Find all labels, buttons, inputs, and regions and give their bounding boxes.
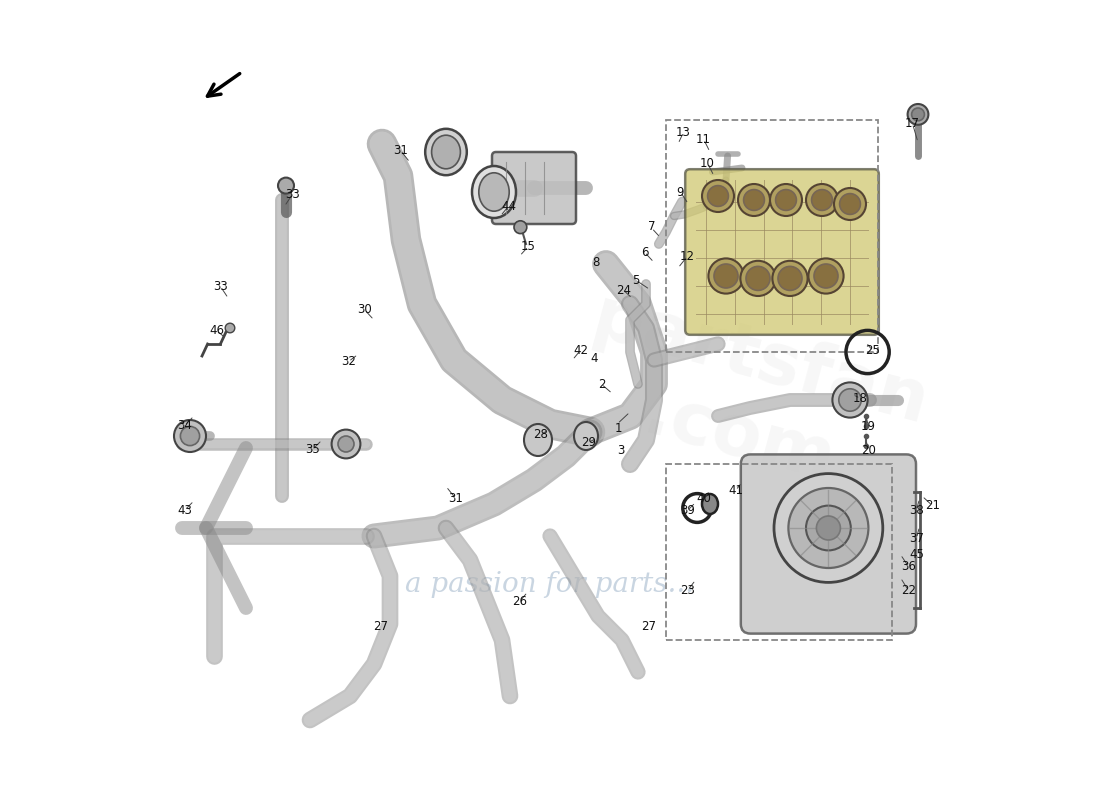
Text: 43: 43 xyxy=(177,504,191,517)
Text: 19: 19 xyxy=(861,420,876,433)
Circle shape xyxy=(908,104,928,125)
Text: 4: 4 xyxy=(591,352,597,365)
Circle shape xyxy=(180,426,199,446)
Circle shape xyxy=(770,184,802,216)
Circle shape xyxy=(514,221,527,234)
Text: 42: 42 xyxy=(573,344,587,357)
Circle shape xyxy=(816,516,840,540)
Circle shape xyxy=(833,382,868,418)
Circle shape xyxy=(707,186,728,206)
Text: 3: 3 xyxy=(617,444,624,457)
Text: 24: 24 xyxy=(616,284,631,297)
Circle shape xyxy=(744,190,764,210)
Ellipse shape xyxy=(478,173,509,211)
Circle shape xyxy=(226,323,234,333)
FancyBboxPatch shape xyxy=(492,152,576,224)
Circle shape xyxy=(331,430,361,458)
Circle shape xyxy=(338,436,354,452)
Text: 29: 29 xyxy=(581,436,596,449)
Text: 45: 45 xyxy=(909,548,924,561)
Circle shape xyxy=(806,506,850,550)
Text: 7: 7 xyxy=(648,220,656,233)
Text: 44: 44 xyxy=(500,200,516,213)
Circle shape xyxy=(714,264,738,288)
Text: 5: 5 xyxy=(631,274,639,286)
Text: 32: 32 xyxy=(341,355,355,368)
Text: 27: 27 xyxy=(641,620,656,633)
Text: 37: 37 xyxy=(909,532,924,545)
Circle shape xyxy=(806,184,838,216)
Circle shape xyxy=(812,190,833,210)
FancyBboxPatch shape xyxy=(740,454,916,634)
Text: 33: 33 xyxy=(285,188,300,201)
Text: 36: 36 xyxy=(901,560,916,573)
Text: 41: 41 xyxy=(728,484,744,497)
Text: 1: 1 xyxy=(614,422,622,434)
Text: 13: 13 xyxy=(676,126,691,138)
Text: 21: 21 xyxy=(925,499,939,512)
Ellipse shape xyxy=(426,129,466,175)
Circle shape xyxy=(776,190,796,210)
Text: 31: 31 xyxy=(393,144,408,157)
Text: 27: 27 xyxy=(373,620,388,633)
Text: 23: 23 xyxy=(680,584,695,597)
Circle shape xyxy=(708,258,744,294)
Circle shape xyxy=(774,474,883,582)
Ellipse shape xyxy=(702,494,718,514)
Text: 35: 35 xyxy=(305,443,320,456)
Text: 9: 9 xyxy=(676,186,684,198)
Circle shape xyxy=(278,178,294,194)
Text: 28: 28 xyxy=(534,428,548,441)
Ellipse shape xyxy=(574,422,598,450)
Text: 15: 15 xyxy=(521,240,536,253)
Text: 25: 25 xyxy=(865,344,880,357)
Bar xyxy=(666,464,892,640)
Circle shape xyxy=(738,184,770,216)
Text: 38: 38 xyxy=(909,504,924,517)
Circle shape xyxy=(808,258,844,294)
Text: 10: 10 xyxy=(701,157,715,170)
Text: 6: 6 xyxy=(640,246,648,258)
Bar xyxy=(666,120,878,352)
Circle shape xyxy=(174,420,206,452)
Ellipse shape xyxy=(524,424,552,456)
Circle shape xyxy=(702,180,734,212)
Text: 34: 34 xyxy=(177,419,191,432)
Text: 46: 46 xyxy=(209,324,224,337)
Circle shape xyxy=(746,266,770,290)
Text: 12: 12 xyxy=(680,250,695,262)
FancyBboxPatch shape xyxy=(685,170,879,334)
Circle shape xyxy=(778,266,802,290)
Circle shape xyxy=(772,261,807,296)
Text: 30: 30 xyxy=(358,303,372,316)
Text: 8: 8 xyxy=(592,256,600,269)
Text: 11: 11 xyxy=(696,133,711,146)
Circle shape xyxy=(839,389,861,411)
Ellipse shape xyxy=(472,166,516,218)
Text: 39: 39 xyxy=(680,504,695,517)
Circle shape xyxy=(789,488,868,568)
Text: 33: 33 xyxy=(213,280,228,293)
Ellipse shape xyxy=(431,135,461,169)
Text: 40: 40 xyxy=(696,492,711,505)
Text: 17: 17 xyxy=(905,117,920,130)
Text: 31: 31 xyxy=(448,492,463,505)
Text: 18: 18 xyxy=(852,392,868,405)
Circle shape xyxy=(912,108,924,121)
Circle shape xyxy=(834,188,866,220)
Text: 2: 2 xyxy=(598,378,606,390)
Circle shape xyxy=(740,261,776,296)
Text: 22: 22 xyxy=(901,584,916,597)
Text: a passion for parts...: a passion for parts... xyxy=(406,570,694,598)
Circle shape xyxy=(814,264,838,288)
Circle shape xyxy=(839,194,860,214)
Text: 26: 26 xyxy=(513,595,527,608)
Text: partsfan
.com: partsfan .com xyxy=(564,283,936,517)
Text: 20: 20 xyxy=(861,444,876,457)
